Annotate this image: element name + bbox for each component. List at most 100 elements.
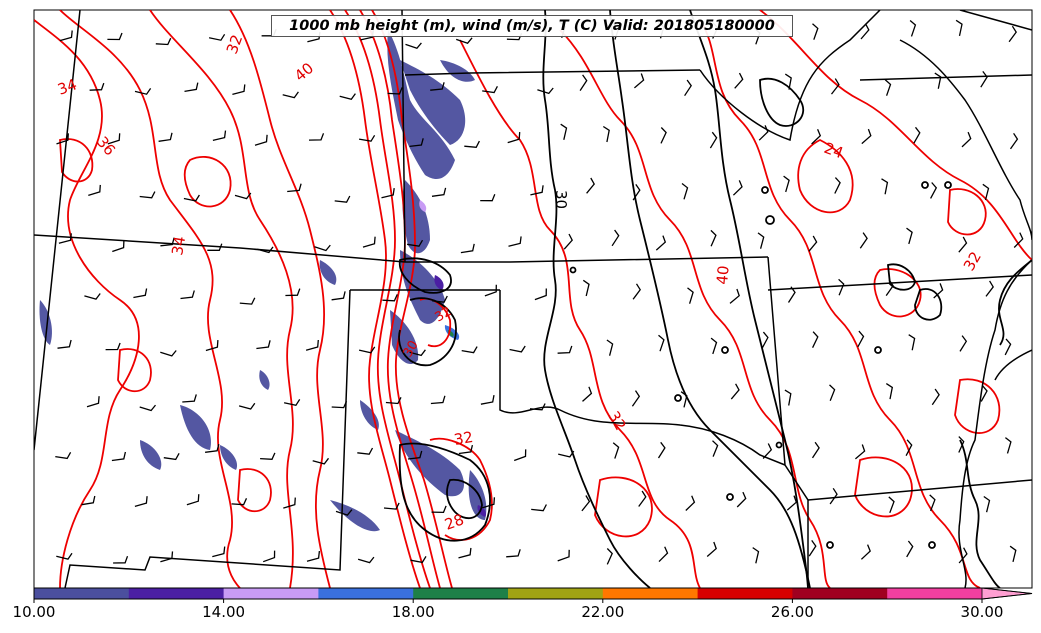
wind-barb (885, 383, 894, 400)
wind-barb (58, 233, 72, 244)
wind-barb (757, 232, 765, 249)
wind-barb (163, 452, 180, 461)
wind-barb (829, 487, 838, 505)
wind-barb (86, 396, 100, 408)
wind-barb (257, 246, 274, 254)
wind-barb (431, 187, 447, 197)
contour-label: 34 (55, 75, 79, 98)
contour-label: 30 (552, 190, 570, 209)
wind-barb (687, 287, 694, 304)
wind-barb (260, 452, 276, 460)
wind-barb (929, 494, 936, 512)
wind-barb (484, 284, 497, 297)
wind-barb (758, 125, 769, 141)
wind-barb (234, 192, 252, 200)
wind-barb (632, 283, 641, 300)
contour-label: 24 (822, 139, 846, 162)
wind-barb (884, 79, 892, 96)
wind-barb (734, 72, 744, 89)
wind-barb (409, 138, 424, 148)
wind-barb (860, 544, 871, 560)
wind-barb (430, 395, 446, 405)
wind-barb (660, 127, 667, 144)
wind-barb (529, 403, 546, 411)
wind-barb (784, 73, 792, 90)
wind-barb (930, 182, 938, 199)
wind-barb (909, 20, 917, 37)
wind-barb (933, 283, 944, 299)
wind-barb (113, 555, 129, 564)
colorbar-swatch (128, 588, 225, 599)
wind-barb (655, 235, 667, 251)
colorbar-swatch (792, 588, 888, 599)
wind-barb (81, 495, 96, 506)
wind-barb (861, 128, 872, 145)
wind-barb (557, 345, 573, 354)
wind-barb (811, 128, 822, 145)
wind-barb (186, 494, 200, 506)
wind-barb (238, 402, 256, 410)
contour-label: 32 (223, 32, 246, 56)
wind-barb (205, 340, 219, 352)
wind-barb (606, 548, 613, 565)
wind-barb (358, 134, 376, 142)
wind-barb (282, 91, 299, 99)
wind-barb (560, 123, 568, 140)
wind-barb (308, 133, 325, 141)
wind-barb (1008, 25, 1017, 43)
wind-barb (1004, 437, 1012, 454)
wind-barb (56, 552, 73, 560)
wind-barb (958, 236, 968, 253)
contour-label: 32 (433, 304, 455, 325)
map-frame (33, 9, 1033, 589)
wind-barb (537, 87, 554, 95)
wind-barb (482, 497, 496, 509)
wind-barb (57, 339, 72, 349)
wind-barb (134, 88, 152, 95)
wind-barb (410, 556, 427, 564)
wind-barb (657, 441, 666, 459)
contour-label: 28 (442, 510, 466, 533)
wind-barb (405, 42, 422, 50)
wind-barb (961, 131, 972, 148)
wind-barb (231, 498, 248, 506)
wind-barb (557, 549, 570, 562)
wind-barb (407, 450, 423, 460)
wind-barb (563, 233, 573, 250)
wind-barb (808, 235, 818, 252)
wind-barb (458, 547, 472, 559)
temperature-contours (34, 10, 1032, 588)
wind-barb (88, 184, 101, 197)
wind-barb (534, 288, 547, 301)
wind-barb (531, 504, 547, 512)
colorbar-swatch (697, 588, 793, 599)
wind-barb (606, 339, 614, 356)
wind-barb (480, 193, 496, 202)
wind-barb (331, 291, 346, 301)
wind-barb (830, 78, 840, 95)
colorbar-swatch (223, 588, 319, 599)
wind-barb (158, 132, 173, 142)
state-borders (34, 10, 1032, 588)
wind-barb (859, 232, 868, 249)
map-title: 1000 mb height (m), wind (m/s), T (C) Va… (271, 15, 793, 37)
wind-barb (913, 126, 921, 144)
wind-barb (212, 546, 226, 558)
wind-barb (611, 229, 620, 247)
wind-barb (56, 133, 69, 145)
colorbar-tick-label: 18.00 (391, 603, 435, 621)
wind-barb (381, 188, 395, 199)
wind-barb (685, 495, 696, 511)
wind-barb (958, 547, 968, 564)
wind-barb (1004, 338, 1012, 356)
wind-barb (881, 178, 889, 195)
wind-barb (430, 82, 445, 91)
wind-barb (160, 551, 174, 563)
wind-barb (306, 551, 321, 562)
contour-label: 32 (453, 428, 475, 449)
wind-barb (59, 30, 73, 42)
wind-barb (811, 441, 820, 459)
wind-barb (339, 93, 356, 101)
wind-barb (860, 23, 870, 40)
wind-barb (385, 397, 402, 405)
